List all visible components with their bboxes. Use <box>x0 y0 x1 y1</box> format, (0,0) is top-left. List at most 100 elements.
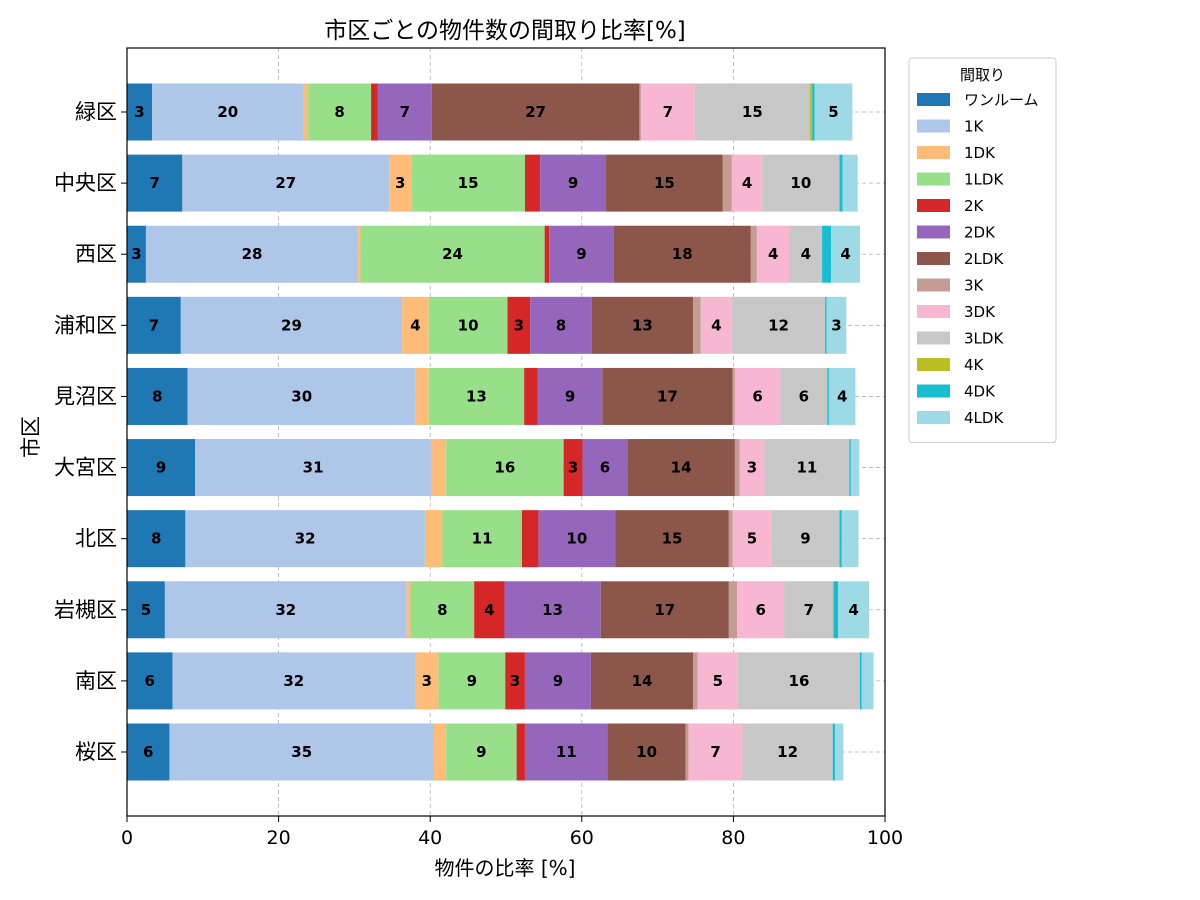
bar-segment <box>442 510 522 568</box>
data-label: 10 <box>566 530 587 548</box>
data-label: 10 <box>790 174 811 192</box>
data-label: 3 <box>131 245 141 263</box>
y-tick-label: 浦和区 <box>54 313 117 337</box>
data-label: 28 <box>242 245 263 263</box>
data-label: 3 <box>831 316 841 334</box>
legend-item-label: 3K <box>964 277 985 295</box>
y-axis-label: 市区 <box>19 416 43 458</box>
legend-swatch <box>917 172 950 186</box>
data-label: 17 <box>654 601 675 619</box>
legend-swatch <box>917 199 950 212</box>
y-tick-label: 南区 <box>75 669 117 693</box>
legend-item-label: 3DK <box>964 303 996 321</box>
data-label: 9 <box>476 743 486 761</box>
data-label: 9 <box>800 530 810 548</box>
bar-segment <box>182 154 390 212</box>
data-label: 18 <box>672 245 693 263</box>
legend-swatch <box>917 358 950 371</box>
data-label: 5 <box>747 530 757 548</box>
data-label: 6 <box>143 743 153 761</box>
data-label: 8 <box>152 387 162 405</box>
bar-segment <box>833 581 839 639</box>
x-tick-label: 0 <box>121 827 133 849</box>
legend-item-label: 4LDK <box>964 409 1004 427</box>
bar-segment <box>169 723 434 781</box>
bar-segment <box>308 83 372 141</box>
bar-segment <box>826 296 847 354</box>
data-label: 4 <box>801 245 811 263</box>
data-label: 11 <box>796 459 817 477</box>
legend-swatch <box>917 93 950 106</box>
bar-segment <box>834 723 844 781</box>
bar-segment <box>828 367 856 425</box>
x-axis-label: 物件の比率 [%] <box>435 856 576 880</box>
legend-item-label: ワンルーム <box>964 91 1039 109</box>
data-labels: 3 20 8 7 27 7 15 57 27 3 15 9 15 4 103 28 24 9 18 4 4 47 29 4 10… <box>131 103 859 761</box>
bar-segment <box>613 225 751 283</box>
bar-segment <box>524 154 541 212</box>
bar-segment <box>731 154 763 212</box>
data-label: 8 <box>334 103 344 121</box>
x-tick-label: 20 <box>267 827 291 849</box>
data-label: 12 <box>777 743 798 761</box>
legend-item-label: 2K <box>964 197 985 215</box>
bar-segment <box>822 225 832 283</box>
bar-segment <box>424 510 443 568</box>
bar-segment <box>402 296 429 354</box>
data-label: 15 <box>742 103 763 121</box>
bar-segment <box>861 652 874 710</box>
data-label: 20 <box>217 103 238 121</box>
bar-segment <box>734 367 781 425</box>
bar-segment <box>732 367 735 425</box>
data-label: 15 <box>458 174 479 192</box>
bar-segment <box>859 652 862 710</box>
y-tick-label: 桜区 <box>75 740 117 764</box>
data-label: 7 <box>149 174 159 192</box>
bar-segment <box>764 439 850 497</box>
data-label: 16 <box>789 672 810 690</box>
legend-item-label: 4DK <box>964 383 996 401</box>
data-label: 10 <box>636 743 657 761</box>
bars <box>127 83 874 781</box>
data-label: 9 <box>565 387 575 405</box>
data-label: 4 <box>742 174 752 192</box>
data-label: 13 <box>542 601 563 619</box>
bar-segment <box>693 652 698 710</box>
bar-segment <box>446 723 517 781</box>
bar-segment <box>127 652 173 710</box>
bar-segment <box>360 225 545 283</box>
bar-segment <box>780 367 828 425</box>
bar-segment <box>607 723 686 781</box>
data-label: 6 <box>145 672 155 690</box>
bar-segment <box>524 723 608 781</box>
bar-segment <box>762 154 840 212</box>
bar-segment <box>732 510 772 568</box>
data-label: 15 <box>654 174 675 192</box>
data-label: 31 <box>303 459 324 477</box>
legend-swatch <box>917 119 950 133</box>
bar-segment <box>563 439 583 497</box>
bar-segment <box>722 154 732 212</box>
bar-segment <box>428 367 525 425</box>
bar-segment <box>544 225 550 283</box>
bar-segment <box>415 367 429 425</box>
bar-segment <box>615 510 729 568</box>
bar-segment <box>640 83 695 141</box>
data-label: 27 <box>275 174 296 192</box>
bar-segment <box>433 723 447 781</box>
legend-swatch <box>917 411 950 424</box>
bar-segment <box>377 83 432 141</box>
data-label: 16 <box>494 459 515 477</box>
plot-frame <box>126 47 886 817</box>
bar-segment <box>728 581 738 639</box>
bar-segment <box>540 154 607 212</box>
bar-segment <box>814 83 853 141</box>
bar-segment <box>127 510 186 568</box>
bar-segment <box>127 225 146 283</box>
legend-item-label: 4K <box>964 356 985 374</box>
data-label: 6 <box>799 387 809 405</box>
data-label: 5 <box>828 103 838 121</box>
bar-segment <box>771 510 840 568</box>
bar-segment <box>411 154 525 212</box>
